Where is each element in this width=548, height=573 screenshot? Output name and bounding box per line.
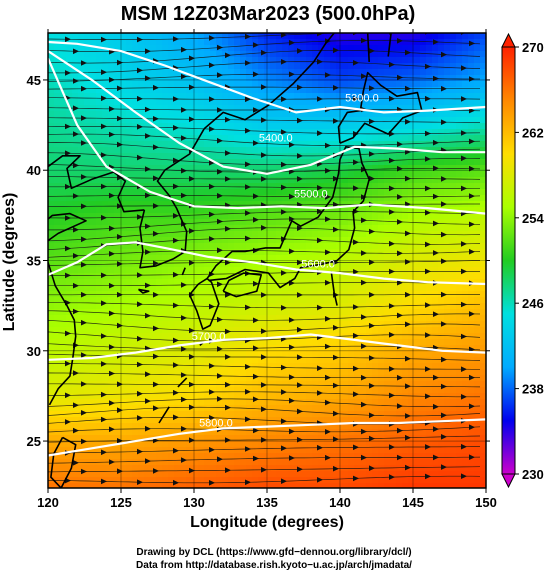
contour-line-1 — [48, 50, 486, 175]
y-axis-label: Latitude (degrees) — [1, 193, 18, 332]
y-tick-label: 40 — [27, 163, 41, 178]
chart-title: MSM 12Z03Mar2023 (500.0hPa) — [121, 3, 416, 25]
credit-line-dcl: Drawing by DCL (https://www.gfd−dennou.o… — [136, 547, 412, 558]
x-axis: 120 125 130 135 140 145 150 — [37, 29, 497, 510]
contour-line-5 — [48, 418, 486, 457]
colorbar: 230 238 246 254 262 270 — [501, 32, 544, 489]
x-tick-label: 150 — [475, 495, 497, 510]
credit-line-data: Data from http://database.rish.kyoto−u.a… — [136, 560, 412, 571]
x-tick-label: 135 — [256, 495, 278, 510]
x-tick-label: 120 — [37, 495, 59, 510]
y-tick-label: 30 — [27, 344, 41, 359]
colorbar-tick-label: 262 — [522, 125, 544, 140]
x-axis-label: Longitude (degrees) — [190, 514, 344, 531]
x-tick-label: 130 — [183, 495, 205, 510]
contour-line-0 — [48, 40, 486, 114]
colorbar-tick-label: 270 — [522, 40, 544, 55]
grid-lines — [48, 33, 486, 488]
y-tick-label: 35 — [27, 254, 41, 269]
colorbar-max-arrow — [501, 32, 516, 48]
colorbar-tick-label: 254 — [522, 211, 544, 226]
contour-line-3 — [48, 241, 486, 286]
contour-label-4: 5700.0 — [192, 331, 226, 343]
y-tick-label: 25 — [27, 434, 41, 449]
contour-label-2: 5500.0 — [294, 188, 328, 200]
x-tick-label: 125 — [110, 495, 132, 510]
colorbar-tick-label: 238 — [522, 382, 544, 397]
colorbar-bar — [501, 46, 516, 475]
coastline-map — [48, 33, 423, 488]
height-contours: 5300.0 5400.0 5500.0 5600.0 5700.0 5800.0 — [48, 40, 486, 457]
contour-line-4 — [48, 333, 486, 361]
x-tick-label: 145 — [402, 495, 424, 510]
contour-label-3: 5600.0 — [301, 259, 335, 271]
colorbar-min-arrow — [501, 473, 516, 489]
contour-label-5: 5800.0 — [199, 418, 233, 430]
y-tick-label: 45 — [27, 73, 41, 88]
contour-line-2 — [48, 57, 486, 215]
y-axis: 25 30 35 40 45 — [27, 73, 490, 449]
contour-label-1: 5400.0 — [259, 132, 293, 144]
contour-label-0: 5300.0 — [345, 93, 379, 105]
colorbar-tick-label: 230 — [522, 467, 544, 482]
colorbar-tick-label: 246 — [522, 296, 544, 311]
x-tick-label: 140 — [329, 495, 351, 510]
